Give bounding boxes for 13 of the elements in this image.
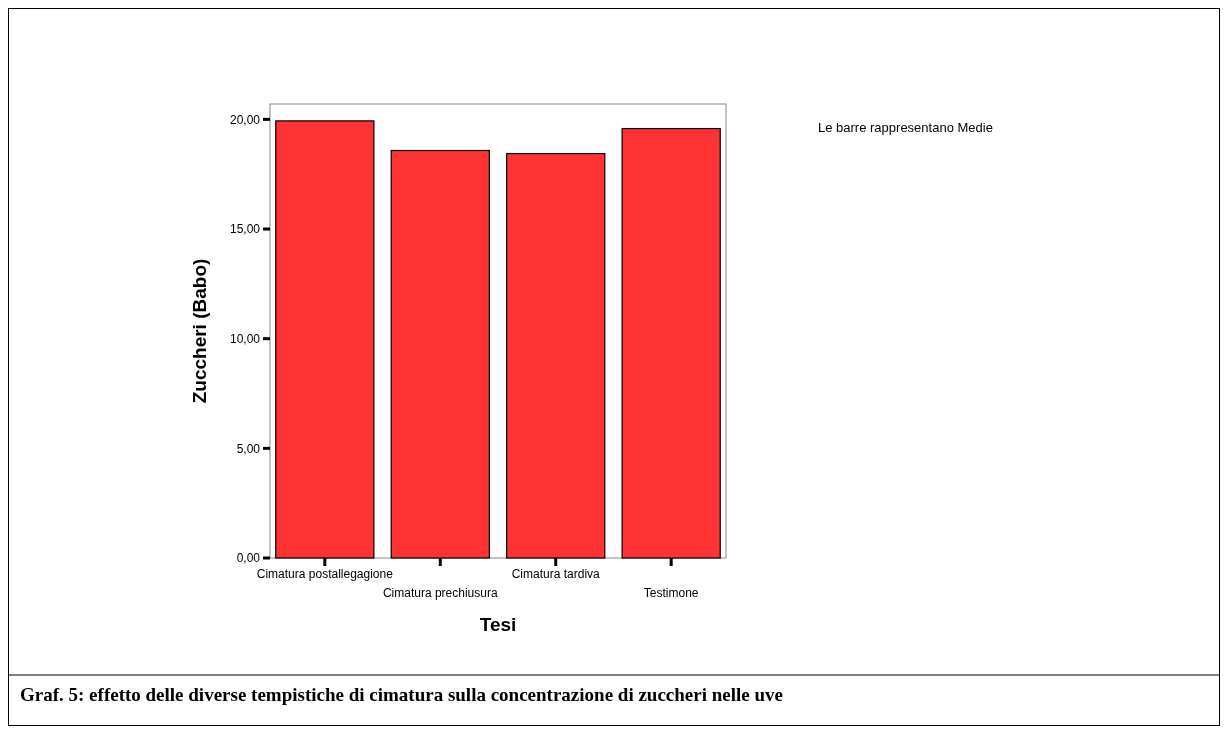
x-tick-label: Testimone (643, 586, 699, 600)
text: Graf. 5: effetto delle diverse tempistiche di cimatura sulla concentrazione di zuccheri nelle uve (20, 684, 783, 705)
x-tick-label: Cimatura prechiusura (382, 586, 498, 600)
y-tick-label: 10,00 (229, 331, 261, 346)
x-tick-label: Cimatura tardiva (511, 567, 601, 581)
y-axis-title: Zuccheri (Babo) (189, 258, 210, 404)
y-tick-label: 15,00 (229, 222, 261, 237)
y-tick-label: 0,00 (236, 551, 261, 566)
y-tick-label: 20,00 (229, 112, 261, 127)
y-tick-label: 5,00 (236, 441, 261, 456)
x-axis-title: Tesi (479, 614, 517, 635)
x-tick-label: Cimatura postallegagione (256, 567, 394, 581)
text: Le barre rappresentano Medie (818, 120, 993, 135)
